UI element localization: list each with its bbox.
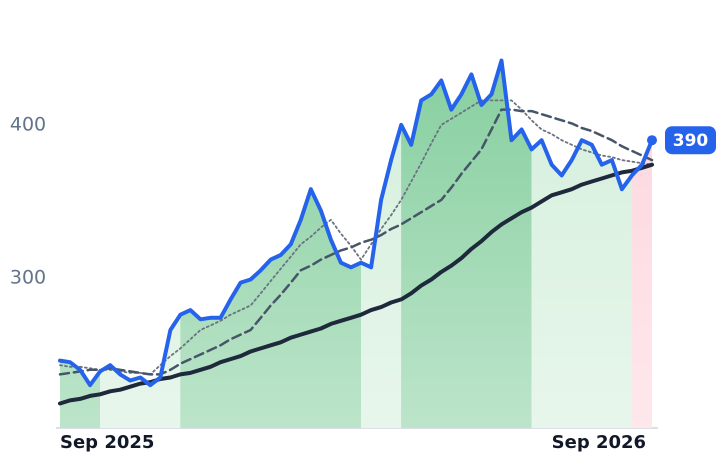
band-fade	[631, 140, 652, 428]
x-tick-label: Sep 2026	[552, 432, 646, 453]
line	[59, 99, 653, 376]
band-fade	[60, 360, 101, 428]
band-fade	[180, 189, 362, 428]
x-tick-label: Sep 2025	[60, 432, 154, 453]
line	[58, 108, 654, 376]
band-fade	[361, 125, 402, 428]
band-fade	[531, 140, 632, 428]
y-tick-label: 400	[10, 113, 46, 135]
last-label: 390	[673, 131, 709, 151]
band-fade	[100, 314, 181, 428]
line	[58, 58, 654, 388]
last-label-box	[665, 126, 716, 155]
last-dot	[647, 135, 657, 146]
y-tick-label: 300	[10, 266, 46, 288]
band-fade	[401, 60, 532, 428]
